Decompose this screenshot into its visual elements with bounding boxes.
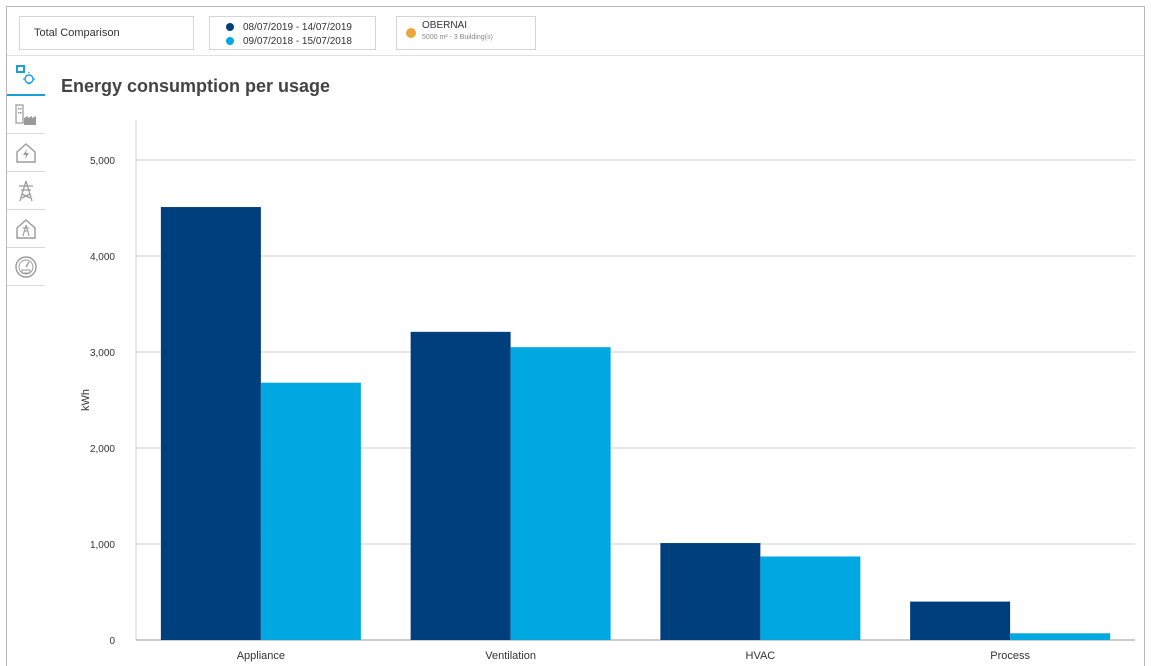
sidebar-item-electricity[interactable] (7, 134, 45, 172)
chart-bars (160, 207, 1111, 640)
chart-title: Energy consumption per usage (61, 76, 331, 96)
x-tick-label: Process (990, 650, 1030, 662)
period-row-current: 08/07/2019 - 14/07/2019 (226, 20, 375, 34)
usage-bulb-icon (16, 65, 35, 85)
building-pylon-icon (16, 218, 36, 239)
y-tick-label: 0 (109, 636, 115, 647)
view-sidebar (7, 58, 45, 286)
bar-ventilation-1[interactable] (510, 347, 611, 640)
y-axis-label: kWh (80, 389, 92, 411)
site-dot (406, 28, 416, 38)
y-tick-label: 2,000 (90, 444, 115, 455)
bar-hvac-0[interactable] (660, 543, 761, 640)
y-tick-label: 1,000 (90, 540, 115, 551)
y-tick-labels: 0 1,000 2,000 3,000 4,000 5,000 (90, 156, 115, 647)
y-tick-label: 3,000 (90, 348, 115, 359)
sidebar-item-meter[interactable] (7, 248, 45, 286)
usage-bar-chart: 0 1,000 2,000 3,000 4,000 5,000 Appliance Vent… (80, 120, 1135, 662)
site-detail: 5000 m² - 3 Building(s) (422, 34, 493, 41)
site-name: OBERNAI (422, 20, 468, 31)
bar-process-0[interactable] (910, 601, 1011, 640)
sidebar-item-usage[interactable] (7, 58, 45, 96)
period-row-previous: 09/07/2018 - 15/07/2018 (226, 34, 375, 48)
bar-process-1[interactable] (1010, 633, 1111, 640)
site-selector[interactable]: OBERNAI 5000 m² - 3 Building(s) (396, 16, 536, 50)
x-tick-label: Appliance (237, 650, 285, 662)
y-tick-label: 5,000 (90, 156, 115, 167)
sidebar-item-buildings[interactable] (7, 96, 45, 134)
total-comparison-button[interactable]: Total Comparison (19, 16, 194, 50)
power-pylon-icon (19, 180, 33, 201)
x-tick-label: Ventilation (485, 650, 536, 662)
x-tick-label: HVAC (746, 650, 776, 662)
sidebar-item-site-grid[interactable] (7, 210, 45, 248)
meter-gauge-icon (15, 255, 37, 278)
filter-bar: Total Comparison 08/07/2019 - 14/07/2019… (7, 7, 1144, 56)
x-tick-labels: Appliance Ventilation HVAC Process (237, 650, 1031, 662)
period-previous-dot (226, 37, 234, 45)
app-frame (6, 6, 1145, 666)
site-row: OBERNAI 5000 m² - 3 Building(s) (406, 20, 535, 44)
bar-appliance-1[interactable] (260, 382, 361, 640)
bar-hvac-1[interactable] (760, 556, 861, 640)
period-previous-label: 09/07/2018 - 15/07/2018 (243, 35, 352, 47)
bar-ventilation-0[interactable] (410, 331, 511, 640)
period-current-label: 08/07/2019 - 14/07/2019 (243, 21, 352, 33)
building-electricity-icon (16, 142, 36, 163)
buildings-industry-icon (15, 103, 36, 125)
y-tick-label: 4,000 (90, 252, 115, 263)
period-selector[interactable]: 08/07/2019 - 14/07/2019 09/07/2018 - 15/… (209, 16, 376, 50)
sidebar-item-grid[interactable] (7, 172, 45, 210)
total-comparison-label: Total Comparison (34, 27, 120, 39)
bar-appliance-0[interactable] (160, 207, 261, 640)
period-current-dot (226, 23, 234, 31)
